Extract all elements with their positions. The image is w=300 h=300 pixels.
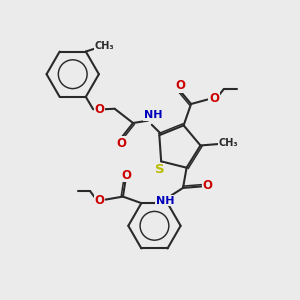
- Text: NH: NH: [144, 110, 163, 120]
- Text: O: O: [116, 137, 126, 150]
- Text: O: O: [209, 92, 219, 105]
- Text: S: S: [155, 163, 164, 176]
- Text: NH: NH: [156, 196, 174, 206]
- Text: O: O: [95, 103, 105, 116]
- Text: O: O: [121, 169, 131, 182]
- Text: O: O: [94, 194, 104, 207]
- Text: CH₃: CH₃: [219, 138, 238, 148]
- Text: CH₃: CH₃: [95, 40, 114, 51]
- Text: O: O: [202, 179, 212, 192]
- Text: O: O: [175, 79, 185, 92]
